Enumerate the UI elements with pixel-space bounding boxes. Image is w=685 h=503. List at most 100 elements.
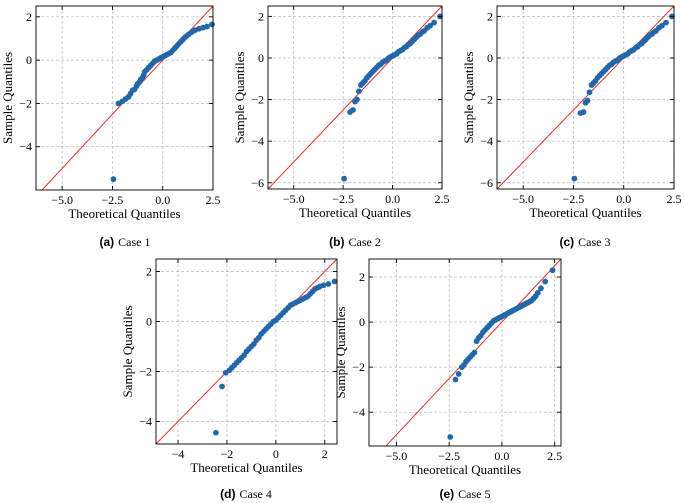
- reference-line: [497, 6, 674, 189]
- panel-caption: (c) Case 3: [560, 235, 611, 249]
- panel-caption: (a) Case 1: [100, 235, 151, 249]
- axes-frame: [267, 5, 443, 190]
- y-axis-label: Sample Quantiles: [333, 306, 348, 398]
- y-tick-label: 2: [258, 9, 264, 23]
- data-point: [219, 383, 225, 390]
- y-tick-label: 0: [26, 53, 32, 67]
- data-point: [663, 19, 669, 26]
- data-point: [213, 429, 219, 436]
- x-axis-label: Theoretical Quantiles: [190, 460, 302, 475]
- panel-a: −5.0 −2.5 0.0 2.5 −4 −2 0 2 Theoretical Quantile…: [0, 5, 221, 249]
- x-tick-label: −2.5: [563, 192, 585, 206]
- y-tick-label: −2: [251, 93, 264, 107]
- y-tick-label: 2: [26, 10, 32, 24]
- data-point: [356, 88, 362, 95]
- data-point: [659, 22, 665, 29]
- x-tick-label: −5.0: [512, 192, 534, 206]
- data-point: [584, 97, 591, 104]
- axes-frame: [496, 5, 675, 190]
- caption-label: (e): [440, 487, 455, 501]
- y-axis-label: Sample Quantiles: [0, 52, 15, 144]
- y-axis-label: Sample Quantiles: [461, 51, 476, 143]
- y-tick-label: 0: [146, 315, 152, 329]
- x-axis-label: Theoretical Quantiles: [68, 206, 180, 221]
- axes-frame: [35, 5, 214, 191]
- y-tick-label: 0: [487, 51, 493, 65]
- data-point: [427, 22, 434, 29]
- panel-d: −4 −2 0 2 −4 −2 0 2 Theoretical Quantiles Sample …: [120, 258, 338, 501]
- x-tick-label: −5.0: [283, 192, 305, 206]
- x-axis-label: Theoretical Quantiles: [409, 462, 521, 477]
- data-point: [534, 289, 541, 296]
- axes-frame: [155, 258, 338, 445]
- axes-frame: [368, 258, 562, 447]
- x-tick-label: −5.0: [51, 193, 73, 207]
- data-point: [580, 109, 587, 115]
- caption-label: (c): [560, 235, 575, 249]
- x-tick-label: −5.0: [386, 449, 408, 463]
- x-tick-label: −4: [172, 447, 185, 461]
- y-tick-label: 2: [359, 270, 365, 284]
- y-tick-label: 0: [359, 315, 365, 329]
- x-tick-label: 0.0: [385, 192, 400, 206]
- x-tick-label: 0.0: [155, 193, 170, 207]
- data-point: [341, 175, 348, 182]
- y-tick-label: −4: [480, 134, 493, 148]
- data-point: [455, 371, 462, 377]
- x-tick-label: 0.0: [616, 192, 631, 206]
- data-point: [471, 349, 478, 356]
- data-point: [204, 23, 210, 30]
- data-point: [447, 434, 454, 440]
- caption-text: Case 5: [458, 487, 490, 501]
- y-tick-label: −2: [139, 365, 152, 379]
- x-tick-label: 2.5: [435, 192, 450, 206]
- y-tick-label: −4: [251, 134, 264, 148]
- y-tick-label: −4: [352, 405, 365, 419]
- panel-e: −5.0 −2.5 0.0 2.5 −4 −2 0 2 Theoretical Quantile…: [333, 258, 562, 501]
- y-tick-label: −2: [19, 96, 32, 110]
- panel-caption: (b) Case 2: [329, 235, 381, 249]
- data-point: [320, 282, 327, 289]
- x-tick-label: 2.5: [667, 192, 682, 206]
- x-tick-label: 2.5: [547, 449, 562, 463]
- data-point: [110, 176, 117, 183]
- caption-label: (d): [220, 487, 235, 501]
- x-tick-label: −2: [221, 447, 234, 461]
- y-tick-label: −4: [139, 415, 152, 429]
- x-tick-label: 2.5: [206, 193, 221, 207]
- data-point: [586, 89, 593, 96]
- y-axis-label: Sample Quantiles: [120, 305, 135, 397]
- y-tick-label: −6: [251, 176, 264, 190]
- x-tick-label: −2.5: [102, 193, 124, 207]
- data-point: [331, 278, 338, 285]
- x-axis-label: Theoretical Quantiles: [299, 205, 411, 220]
- data-point: [431, 19, 437, 26]
- y-tick-label: −6: [480, 176, 493, 190]
- panel-caption: (d) Case 4: [220, 487, 272, 501]
- data-point: [354, 96, 360, 103]
- caption-label: (b): [329, 235, 344, 249]
- y-axis-label: Sample Quantiles: [232, 51, 247, 143]
- data-point: [350, 107, 356, 113]
- y-tick-label: −2: [352, 360, 365, 374]
- caption-label: (a): [100, 235, 115, 249]
- data-point: [549, 267, 556, 274]
- data-point: [538, 285, 544, 292]
- y-tick-label: −4: [19, 140, 32, 154]
- caption-text: Case 3: [578, 235, 610, 249]
- caption-text: Case 4: [240, 487, 272, 501]
- panel-b: −5.0 −2.5 0.0 2.5 −6 −4 −2 0 2 Theoretical Quanti…: [232, 5, 450, 249]
- caption-text: Case 1: [118, 235, 150, 249]
- x-tick-label: 2: [322, 447, 328, 461]
- y-tick-label: −2: [480, 93, 493, 107]
- panel-caption: (e) Case 5: [440, 487, 491, 501]
- caption-text: Case 2: [349, 235, 381, 249]
- x-tick-label: −2.5: [438, 449, 460, 463]
- y-tick-label: 2: [146, 265, 152, 279]
- y-tick-label: 0: [258, 51, 264, 65]
- data-point: [542, 278, 549, 285]
- x-tick-label: −2.5: [332, 192, 354, 206]
- data-point: [452, 376, 459, 383]
- x-axis-label: Theoretical Quantiles: [529, 205, 641, 220]
